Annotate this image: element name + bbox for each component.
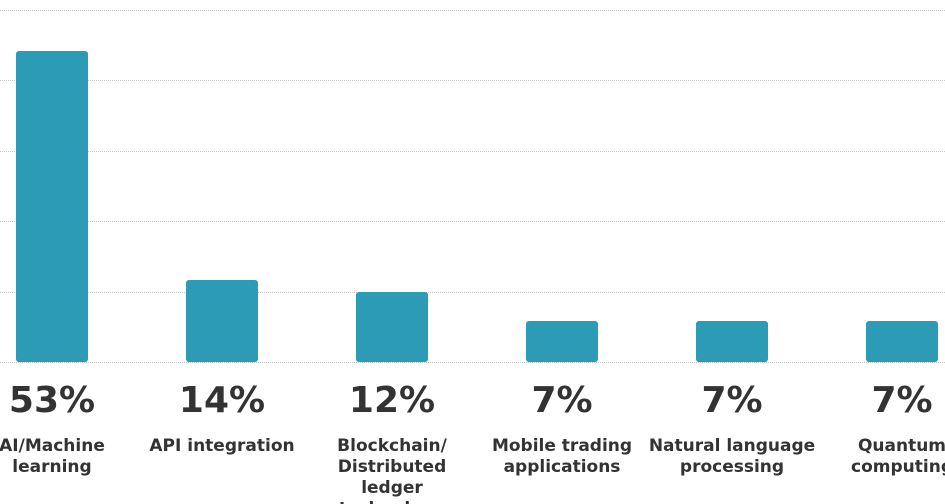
bar bbox=[16, 51, 88, 362]
x-tick-label: Natural language processing bbox=[648, 436, 816, 477]
bar bbox=[356, 291, 428, 362]
value-label: 7% bbox=[701, 380, 763, 421]
bar bbox=[866, 320, 938, 362]
bar bbox=[186, 279, 258, 362]
grid-line bbox=[0, 362, 945, 363]
bar bbox=[526, 320, 598, 362]
value-label: 14% bbox=[178, 380, 266, 421]
x-tick-label: Blockchain/ Distributed ledger technolog… bbox=[337, 436, 447, 504]
grid-line bbox=[0, 80, 945, 82]
x-tick-label: Mobile trading applications bbox=[491, 436, 633, 477]
x-tick-label: API integration bbox=[149, 436, 295, 456]
grid-line bbox=[0, 291, 945, 293]
value-label: 12% bbox=[348, 380, 436, 421]
value-label: 53% bbox=[8, 380, 96, 421]
value-label: 7% bbox=[871, 380, 933, 421]
grid-line bbox=[0, 10, 945, 11]
grid-line bbox=[0, 150, 945, 152]
grid-line bbox=[0, 221, 945, 223]
x-tick-label: AI/Machine learning bbox=[0, 436, 105, 477]
value-label: 7% bbox=[531, 380, 593, 421]
x-tick-label: Quantum computing bbox=[851, 436, 945, 477]
bar bbox=[696, 320, 768, 362]
